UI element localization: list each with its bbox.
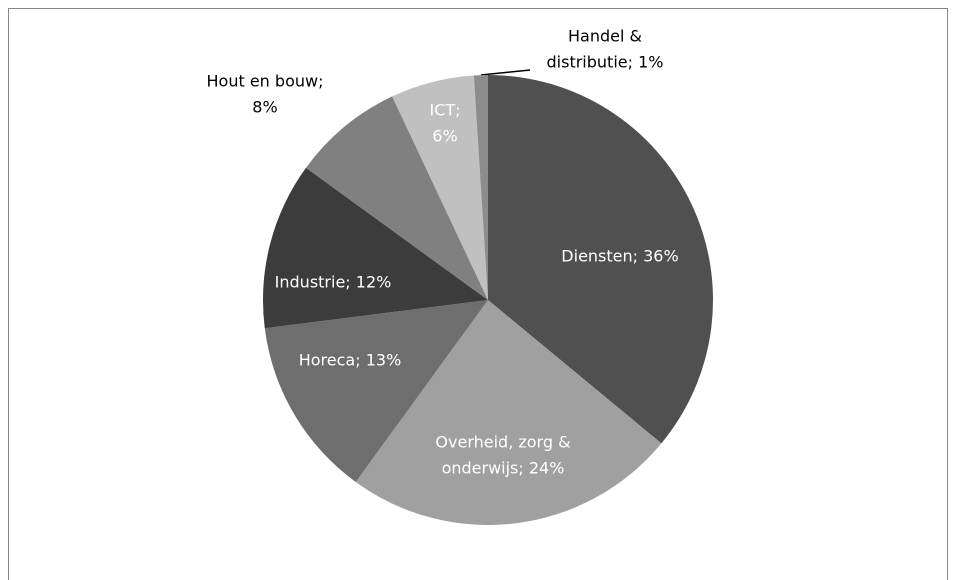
- data-label: Diensten; 36%: [561, 247, 678, 266]
- data-label: Hout en bouw;: [207, 72, 324, 91]
- pie-slice: [355, 300, 662, 525]
- pie-slice: [305, 96, 488, 300]
- leader-line: [480, 69, 531, 76]
- data-label: 8%: [252, 98, 277, 117]
- data-label: Handel &: [568, 27, 642, 46]
- pie-slice: [263, 167, 488, 329]
- pie-slice: [264, 300, 488, 483]
- data-label: onderwijs; 24%: [442, 459, 565, 478]
- data-label: Overheid, zorg &: [435, 433, 570, 452]
- data-label: Industrie; 12%: [275, 273, 392, 292]
- pie-slice: [392, 75, 488, 300]
- data-label: 6%: [432, 127, 457, 146]
- pie-slice: [473, 75, 488, 300]
- pie-slice: [488, 75, 714, 444]
- data-label: distributie; 1%: [547, 53, 664, 72]
- data-label: Horeca; 13%: [299, 351, 402, 370]
- data-label: ICT;: [429, 101, 460, 120]
